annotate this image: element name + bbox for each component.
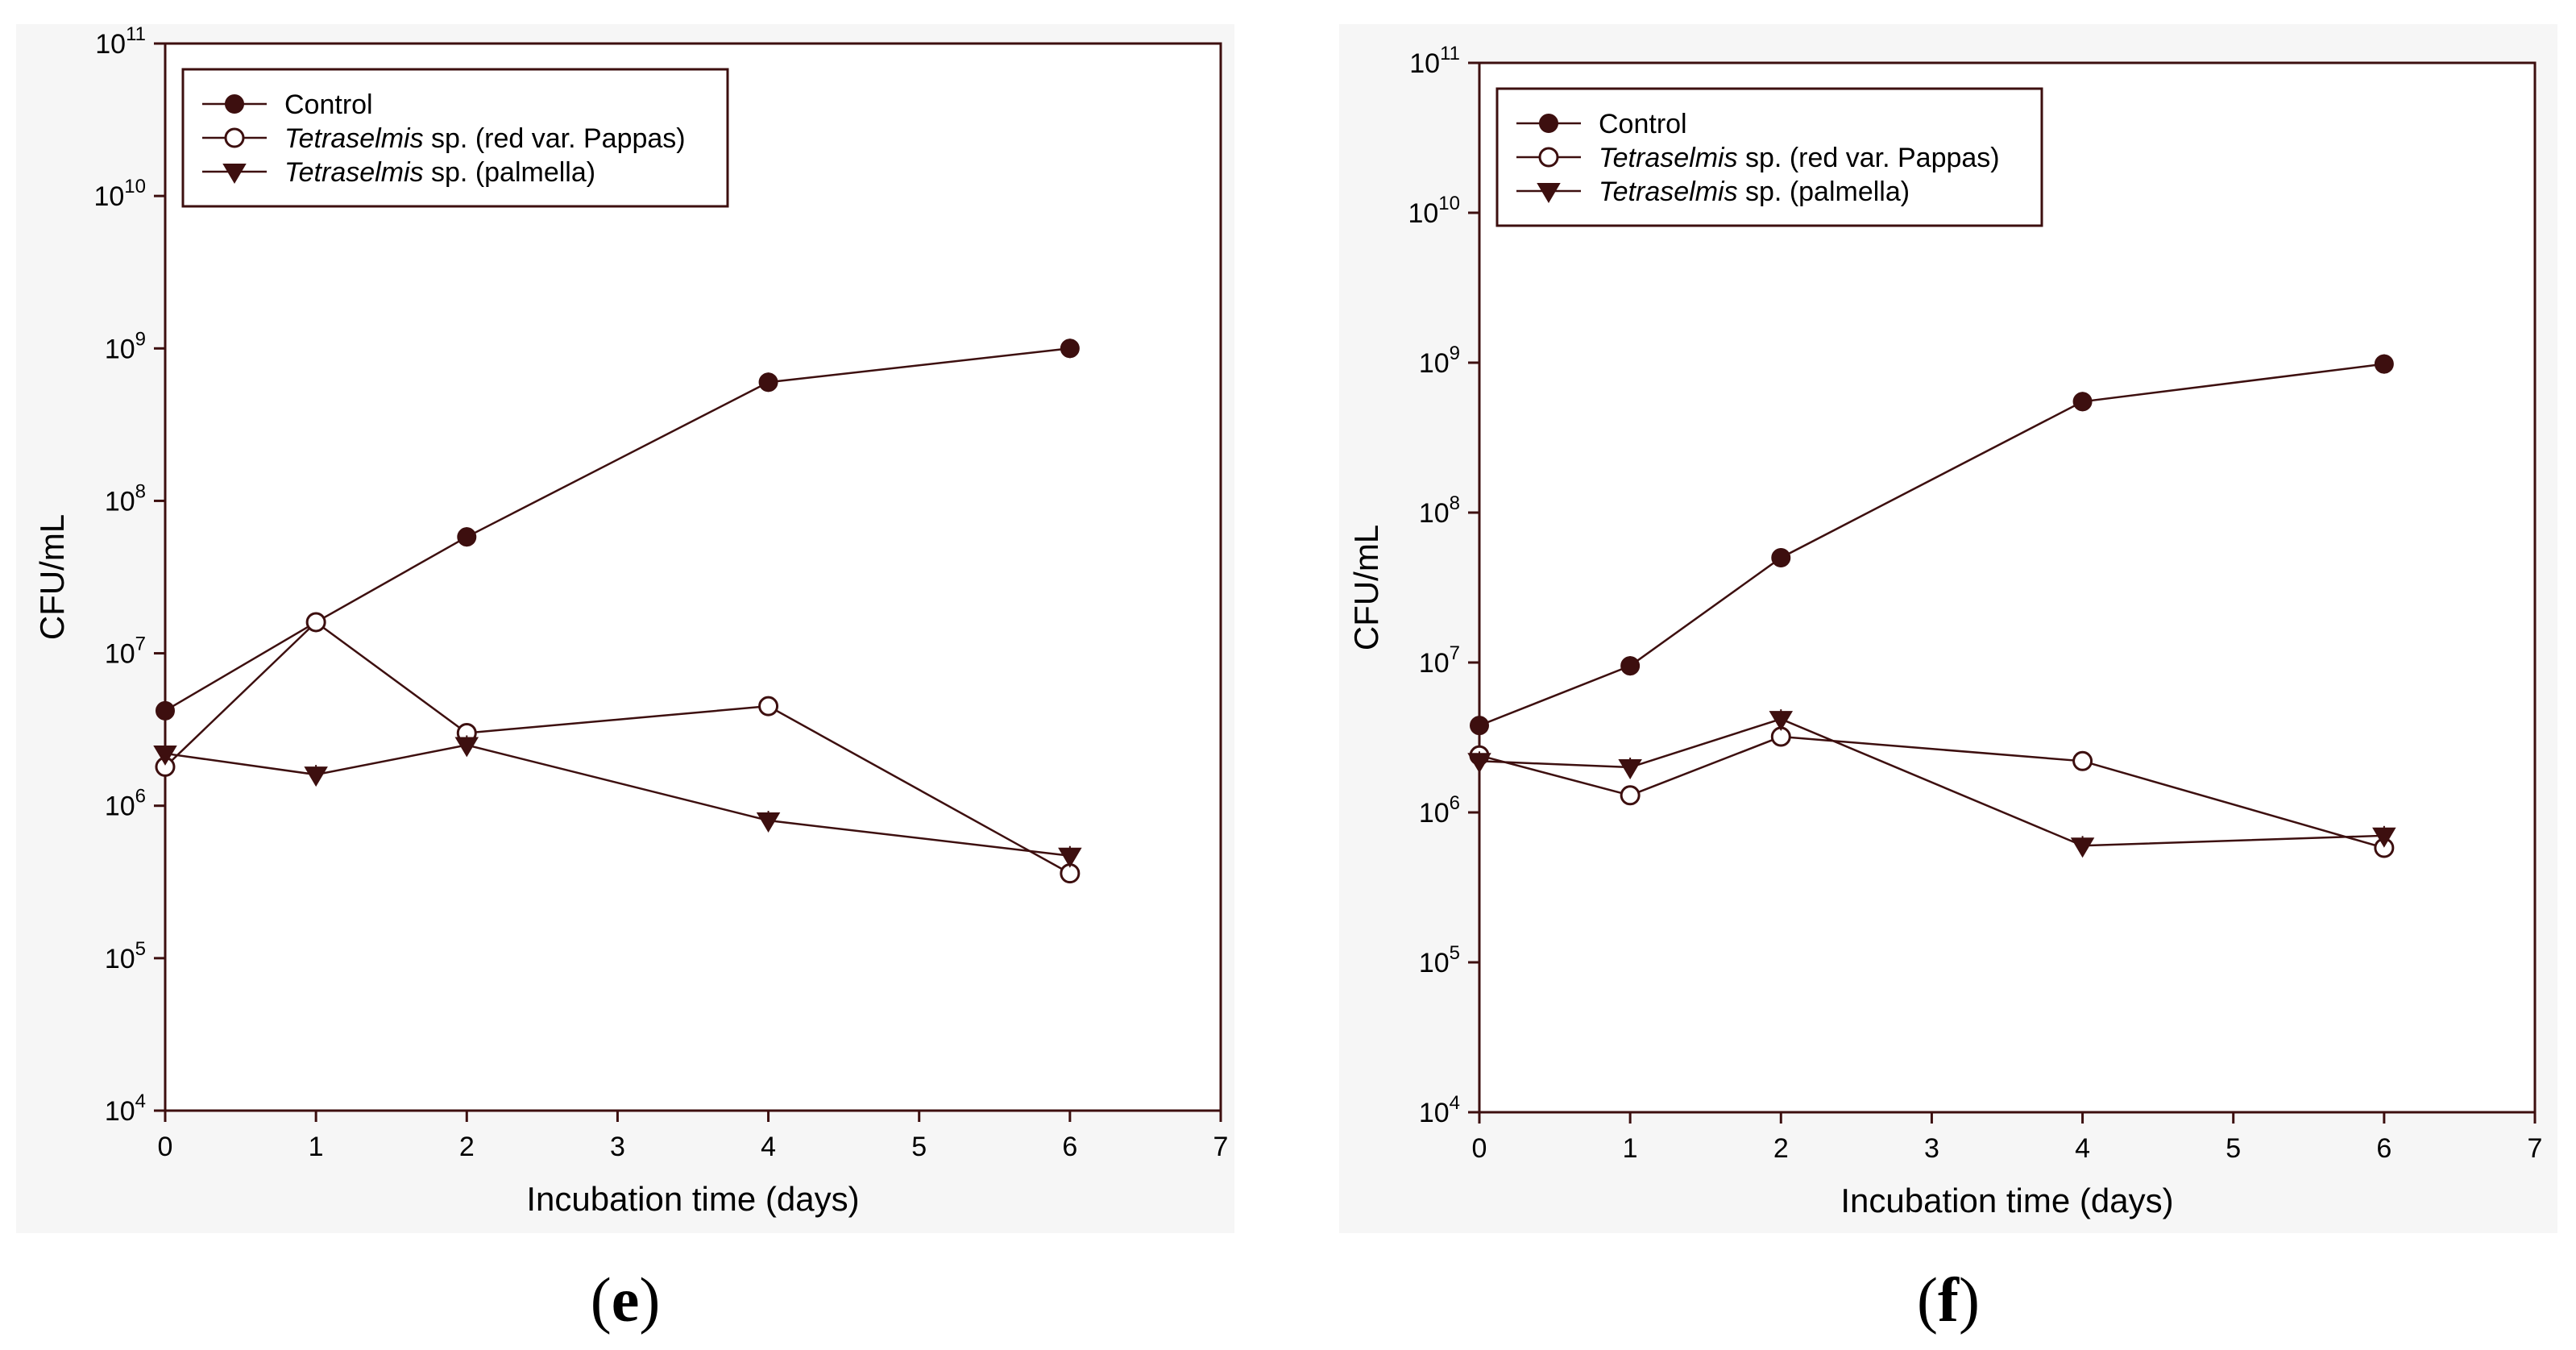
x-tick-label: 2 [1773, 1133, 1789, 1164]
x-tick-label: 4 [2075, 1133, 2090, 1164]
legend-entry: Tetraselmis sp. (palmella) [1599, 177, 1910, 207]
x-tick-label: 5 [2225, 1133, 2241, 1164]
x-tick-label: 0 [158, 1132, 173, 1162]
legend-entry: Control [284, 89, 373, 120]
x-tick-label: 4 [761, 1132, 776, 1162]
plot-area-e [164, 42, 1222, 1112]
data-point [2372, 827, 2396, 848]
data-point [1618, 759, 1642, 779]
series-f-2 [1467, 709, 2396, 858]
legend-box [181, 68, 729, 208]
x-tick-label: 1 [309, 1132, 324, 1162]
data-point [153, 745, 177, 766]
x-tick-label: 1 [1623, 1133, 1638, 1164]
y-tick-label: 1010 [1408, 193, 1460, 229]
chart-f: 0 1 2 3 4 5 6 7 104 105 106 107 108 109 1010 1011 Incuba… [1347, 43, 2542, 1219]
data-point [758, 696, 779, 717]
x-tick-label: 7 [2528, 1133, 2543, 1164]
data-point [756, 812, 781, 833]
x-tick-label: 2 [459, 1132, 475, 1162]
y-tick-label: 104 [1419, 1092, 1460, 1128]
legend-box [1495, 87, 2043, 227]
x-axis-label-e: Incubation time (days) [526, 1180, 859, 1218]
legend-marker [1537, 183, 1561, 203]
y-tick-label: 1011 [1409, 43, 1460, 79]
legend-f: Control Tetraselmis sp. (red var. Pappas)… [1495, 87, 2043, 227]
legend-entry: Tetraselmis sp. (red var. Pappas) [284, 123, 686, 154]
y-tick-label: 106 [105, 786, 146, 822]
x-tick-label: 3 [1924, 1133, 1939, 1164]
y-tick-label: 108 [105, 480, 146, 517]
data-point [454, 737, 479, 758]
y-tick-label: 109 [1419, 343, 1460, 379]
x-tick-label: 0 [1472, 1133, 1487, 1164]
data-point [1060, 339, 1080, 359]
y-tick-label: 104 [105, 1090, 146, 1127]
x-tick-label: 5 [911, 1132, 927, 1162]
data-point [758, 372, 778, 393]
data-point [1470, 716, 1489, 736]
data-point [1620, 656, 1641, 676]
data-point [304, 766, 328, 787]
panel-label-e: (e) [590, 1265, 661, 1335]
data-point [2070, 837, 2095, 858]
data-point [1771, 547, 1791, 567]
y-tick-label: 105 [105, 938, 146, 974]
legend-marker [224, 127, 245, 148]
legend-marker [225, 94, 244, 114]
x-tick-label: 7 [1213, 1132, 1229, 1162]
y-tick-label: 109 [105, 328, 146, 364]
panel-label-f: (f) [1917, 1265, 1980, 1335]
legend-entry: Tetraselmis sp. (palmella) [284, 157, 595, 188]
data-point [1467, 753, 1491, 774]
data-point [1058, 847, 1082, 868]
y-tick-label: 106 [1419, 792, 1460, 829]
y-tick-label: 105 [1419, 942, 1460, 978]
x-tick-label: 6 [1062, 1132, 1077, 1162]
data-point [1769, 711, 1794, 732]
data-point [2072, 750, 2093, 771]
legend-marker [1538, 147, 1559, 168]
data-point [156, 700, 175, 721]
x-tick-label: 3 [610, 1132, 625, 1162]
y-axis-label-f: CFU/mL [1347, 525, 1385, 650]
legend-entry: Control [1599, 109, 1687, 139]
data-point [1620, 785, 1641, 806]
series-f-0 [1470, 354, 2394, 736]
y-axis-label-e: CFU/mL [33, 514, 71, 640]
data-point [2072, 392, 2093, 412]
y-tick-label: 1010 [93, 176, 146, 212]
legend-entry: Tetraselmis sp. (red var. Pappas) [1599, 143, 2000, 173]
y-tick-label: 108 [1419, 492, 1460, 529]
data-point [457, 527, 477, 547]
series-e-0 [156, 339, 1080, 721]
x-tick-label: 6 [2376, 1133, 2391, 1164]
data-point [2374, 354, 2394, 374]
data-point [305, 612, 326, 633]
x-axis-label-f: Incubation time (days) [1840, 1182, 2173, 1219]
y-tick-label: 1011 [95, 23, 146, 60]
legend-marker [222, 164, 247, 184]
y-tick-label: 107 [1419, 642, 1460, 679]
legend-marker [1539, 114, 1558, 133]
chart-e: 0 1 2 3 4 5 6 7 104 105 106 107 108 109 1010 1011 Incuba… [33, 23, 1228, 1218]
series-e-2 [153, 735, 1082, 868]
plot-area-f [1478, 61, 2537, 1114]
y-tick-label: 107 [105, 633, 146, 670]
